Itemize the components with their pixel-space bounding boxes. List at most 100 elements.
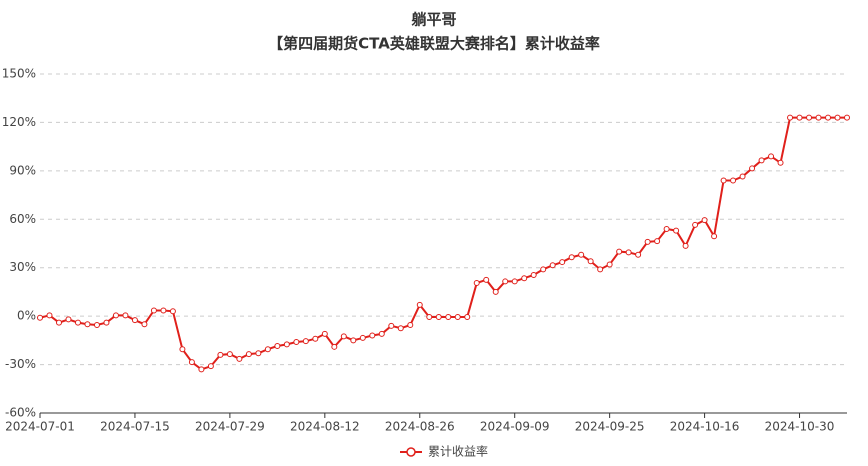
point bbox=[312, 335, 319, 342]
point bbox=[226, 351, 233, 358]
point bbox=[122, 312, 129, 319]
point bbox=[112, 312, 119, 319]
point bbox=[625, 249, 632, 256]
x-tick-label: 2024-07-01 bbox=[5, 420, 75, 434]
x-tick-label: 2024-10-30 bbox=[765, 420, 835, 434]
point bbox=[264, 346, 271, 353]
point bbox=[350, 337, 357, 344]
point bbox=[616, 248, 623, 255]
point bbox=[321, 330, 328, 337]
point bbox=[483, 276, 490, 283]
point bbox=[445, 313, 452, 320]
point bbox=[796, 114, 803, 121]
point bbox=[815, 114, 822, 121]
point bbox=[559, 259, 566, 266]
point bbox=[378, 330, 385, 337]
point bbox=[711, 233, 718, 240]
point bbox=[283, 341, 290, 348]
point bbox=[606, 261, 613, 268]
point bbox=[692, 221, 699, 228]
x-tick-label: 2024-09-25 bbox=[575, 420, 645, 434]
point bbox=[673, 227, 680, 234]
point bbox=[597, 266, 604, 273]
point bbox=[245, 351, 252, 358]
point bbox=[103, 319, 110, 326]
point bbox=[701, 217, 708, 224]
point bbox=[236, 355, 243, 362]
point bbox=[663, 225, 670, 232]
point bbox=[587, 258, 594, 265]
y-tick-label: 0% bbox=[17, 309, 36, 323]
point bbox=[217, 351, 224, 358]
x-tick-label: 2024-07-15 bbox=[100, 420, 170, 434]
point bbox=[397, 325, 404, 332]
point bbox=[720, 177, 727, 184]
point bbox=[568, 254, 575, 261]
point bbox=[530, 271, 537, 278]
point bbox=[464, 313, 471, 320]
x-tick-label: 2024-07-29 bbox=[195, 420, 265, 434]
chart-subtitle: 【第四届期货CTA英雄联盟大赛排名】累计收益率 bbox=[268, 35, 600, 53]
point bbox=[492, 288, 499, 295]
point bbox=[682, 242, 689, 249]
y-tick-label: -30% bbox=[5, 357, 36, 371]
point bbox=[749, 165, 756, 172]
point bbox=[806, 114, 813, 121]
point bbox=[331, 343, 338, 350]
point bbox=[388, 322, 395, 329]
point bbox=[730, 177, 737, 184]
point bbox=[454, 313, 461, 320]
point bbox=[255, 350, 262, 357]
point bbox=[416, 301, 423, 308]
point bbox=[426, 313, 433, 320]
legend-marker bbox=[406, 447, 416, 457]
x-tick-label: 2024-08-12 bbox=[290, 420, 360, 434]
point bbox=[93, 322, 100, 329]
point bbox=[654, 238, 661, 245]
point bbox=[207, 363, 214, 370]
point bbox=[46, 312, 53, 319]
point bbox=[131, 317, 138, 324]
y-tick-label: -60% bbox=[5, 406, 36, 420]
point bbox=[65, 316, 72, 323]
point bbox=[407, 322, 414, 329]
point bbox=[179, 346, 186, 353]
point bbox=[844, 114, 850, 121]
point bbox=[768, 153, 775, 160]
point bbox=[758, 157, 765, 164]
point bbox=[293, 338, 300, 345]
chart-title: 躺平哥 bbox=[411, 11, 456, 29]
point bbox=[578, 251, 585, 258]
point bbox=[635, 251, 642, 258]
point bbox=[787, 114, 794, 121]
y-tick-label: 30% bbox=[9, 260, 36, 274]
point bbox=[502, 278, 509, 285]
point bbox=[74, 319, 81, 326]
y-tick-label: 150% bbox=[2, 67, 36, 81]
point bbox=[274, 343, 281, 350]
point bbox=[825, 114, 832, 121]
point bbox=[369, 332, 376, 339]
series-line bbox=[39, 116, 847, 371]
legend-label: 累计收益率 bbox=[428, 444, 488, 459]
x-tick-label: 2024-09-09 bbox=[480, 420, 550, 434]
point bbox=[511, 278, 518, 285]
point bbox=[435, 313, 442, 320]
point bbox=[644, 238, 651, 245]
x-tick-label: 2024-10-16 bbox=[670, 420, 740, 434]
y-tick-label: 90% bbox=[9, 163, 36, 177]
point bbox=[834, 114, 841, 121]
point bbox=[150, 307, 157, 314]
point bbox=[549, 262, 556, 269]
point bbox=[188, 359, 195, 366]
point bbox=[37, 314, 43, 321]
point bbox=[84, 321, 91, 328]
point bbox=[302, 338, 309, 345]
y-tick-label: 120% bbox=[2, 115, 36, 129]
point bbox=[777, 159, 784, 166]
x-tick-label: 2024-08-26 bbox=[385, 420, 455, 434]
point bbox=[521, 275, 528, 282]
point bbox=[473, 280, 480, 287]
point bbox=[739, 173, 746, 180]
